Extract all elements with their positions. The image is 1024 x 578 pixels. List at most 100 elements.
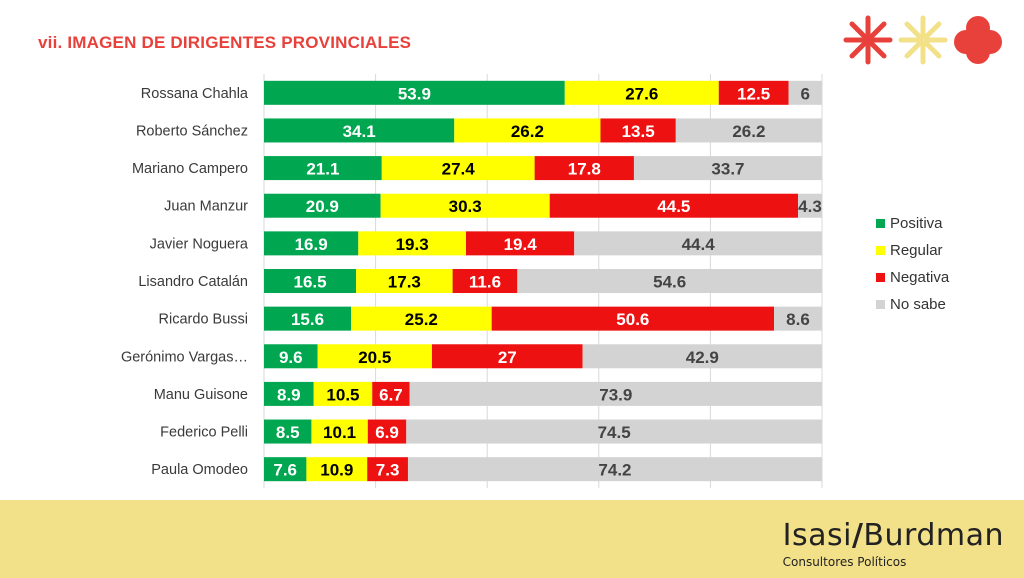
bar-regular: [454, 118, 601, 143]
bar-nosabe: [582, 344, 822, 369]
bar-positiva: [264, 231, 359, 256]
bar-positiva: [264, 419, 312, 444]
brand-left: Isasi: [782, 518, 852, 553]
data-label-regular: 10.9: [320, 461, 353, 480]
category-label: Javier Noguera: [150, 236, 249, 252]
data-label-positiva: 15.6: [291, 310, 324, 329]
data-label-positiva: 53.9: [398, 84, 431, 103]
data-label-nosabe: 8.6: [786, 310, 810, 329]
data-label-nosabe: 74.5: [598, 423, 631, 442]
data-label-positiva: 21.1: [306, 160, 339, 179]
legend-swatch-nosabe: [876, 300, 885, 309]
data-label-regular: 27.6: [625, 84, 658, 103]
brand-block: Isasi/Burdman Consultores Políticos: [783, 518, 1004, 569]
bar-negativa: [600, 118, 676, 143]
bar-positiva: [264, 269, 357, 293]
bar-nosabe: [407, 457, 822, 482]
data-label-negativa: 17.8: [568, 160, 601, 179]
bar-positiva: [264, 381, 314, 406]
bar-negativa: [367, 457, 408, 482]
bar-nosabe: [774, 306, 822, 331]
chart-legend: Positiva Regular Negativa No sabe: [876, 210, 949, 318]
bar-negativa: [452, 269, 518, 293]
data-label-regular: 27.4: [442, 160, 476, 179]
bar-negativa: [372, 381, 410, 406]
bar-nosabe: [517, 269, 822, 293]
category-label: Paula Omodeo: [151, 462, 248, 478]
legend-swatch-positiva: [876, 219, 885, 228]
data-label-positiva: 8.9: [277, 385, 301, 404]
data-label-regular: 30.3: [449, 197, 482, 216]
data-label-nosabe: 74.2: [598, 461, 631, 480]
legend-item-nosabe: No sabe: [876, 291, 949, 318]
category-label: Roberto Sánchez: [136, 123, 248, 139]
bar-positiva: [264, 80, 565, 105]
bar-regular: [317, 344, 432, 369]
bar-nosabe: [409, 381, 822, 406]
bar-nosabe: [574, 231, 822, 256]
footer-band: [0, 500, 1024, 578]
bar-regular: [564, 80, 719, 105]
brand-slash: /: [851, 518, 864, 553]
legend-label-negativa: Negativa: [890, 269, 950, 286]
data-label-nosabe: 73.9: [599, 385, 632, 404]
data-label-nosabe: 33.7: [711, 160, 744, 179]
category-label: Manu Guisone: [154, 387, 248, 403]
page-title: vii. IMAGEN DE DIRIGENTES PROVINCIALES: [38, 33, 412, 52]
legend-label-nosabe: No sabe: [890, 296, 946, 313]
data-label-regular: 20.5: [358, 348, 391, 367]
bar-negativa: [367, 419, 407, 444]
brand-right: Burdman: [863, 518, 1004, 553]
data-label-nosabe: 4.3: [798, 197, 822, 216]
data-label-regular: 10.1: [323, 423, 356, 442]
category-label: Mariano Campero: [132, 161, 248, 177]
bar-positiva: [264, 306, 352, 331]
bar-negativa: [465, 231, 575, 256]
data-label-positiva: 7.6: [273, 461, 297, 480]
data-label-nosabe: 44.4: [682, 235, 716, 254]
data-label-nosabe: 54.6: [653, 273, 686, 292]
data-label-nosabe: 6: [801, 84, 810, 103]
category-label: Juan Manzur: [164, 199, 248, 215]
legend-label-regular: Regular: [890, 242, 943, 259]
bar-negativa: [491, 306, 775, 331]
bar-positiva: [264, 344, 318, 369]
legend-swatch-negativa: [876, 273, 885, 282]
brand-logo-icon: [843, 15, 1002, 65]
data-label-regular: 25.2: [405, 310, 438, 329]
data-label-nosabe: 26.2: [732, 122, 765, 141]
category-label: Federico Pelli: [160, 425, 248, 441]
bar-regular: [380, 193, 550, 218]
data-label-regular: 19.3: [396, 235, 429, 254]
data-label-negativa: 12.5: [737, 84, 770, 103]
category-label: Gerónimo Vargas…: [121, 349, 248, 365]
brand-subtitle: Consultores Políticos: [782, 555, 907, 569]
bar-regular: [306, 457, 368, 482]
bar-positiva: [264, 118, 455, 143]
bar-regular: [356, 269, 453, 293]
bar-negativa: [718, 80, 789, 105]
stacked-bar-chart: Rossana Chahla 53.9 27.6 12.5 6 Roberto Sánch…: [121, 74, 823, 488]
bar-positiva: [264, 193, 381, 218]
legend-label-positiva: Positiva: [890, 215, 943, 232]
bar-nosabe: [798, 193, 822, 218]
data-label-negativa: 19.4: [504, 235, 538, 254]
data-label-regular: 10.5: [326, 385, 359, 404]
data-label-regular: 26.2: [511, 122, 544, 141]
data-label-positiva: 16.9: [295, 235, 328, 254]
bar-regular: [381, 156, 535, 181]
category-label: Rossana Chahla: [141, 86, 249, 102]
bar-nosabe: [675, 118, 822, 143]
bar-regular: [358, 231, 466, 256]
category-label: Ricardo Bussi: [159, 312, 248, 328]
data-label-positiva: 8.5: [276, 423, 300, 442]
bar-positiva: [264, 457, 307, 482]
bar-regular: [351, 306, 492, 331]
bar-negativa: [549, 193, 799, 218]
data-label-negativa: 50.6: [616, 310, 649, 329]
brand-name: Isasi/Burdman: [783, 518, 1004, 553]
data-label-nosabe: 42.9: [686, 348, 719, 367]
bar-negativa: [431, 344, 583, 369]
bar-positiva: [264, 156, 382, 181]
legend-item-negativa: Negativa: [876, 264, 949, 291]
